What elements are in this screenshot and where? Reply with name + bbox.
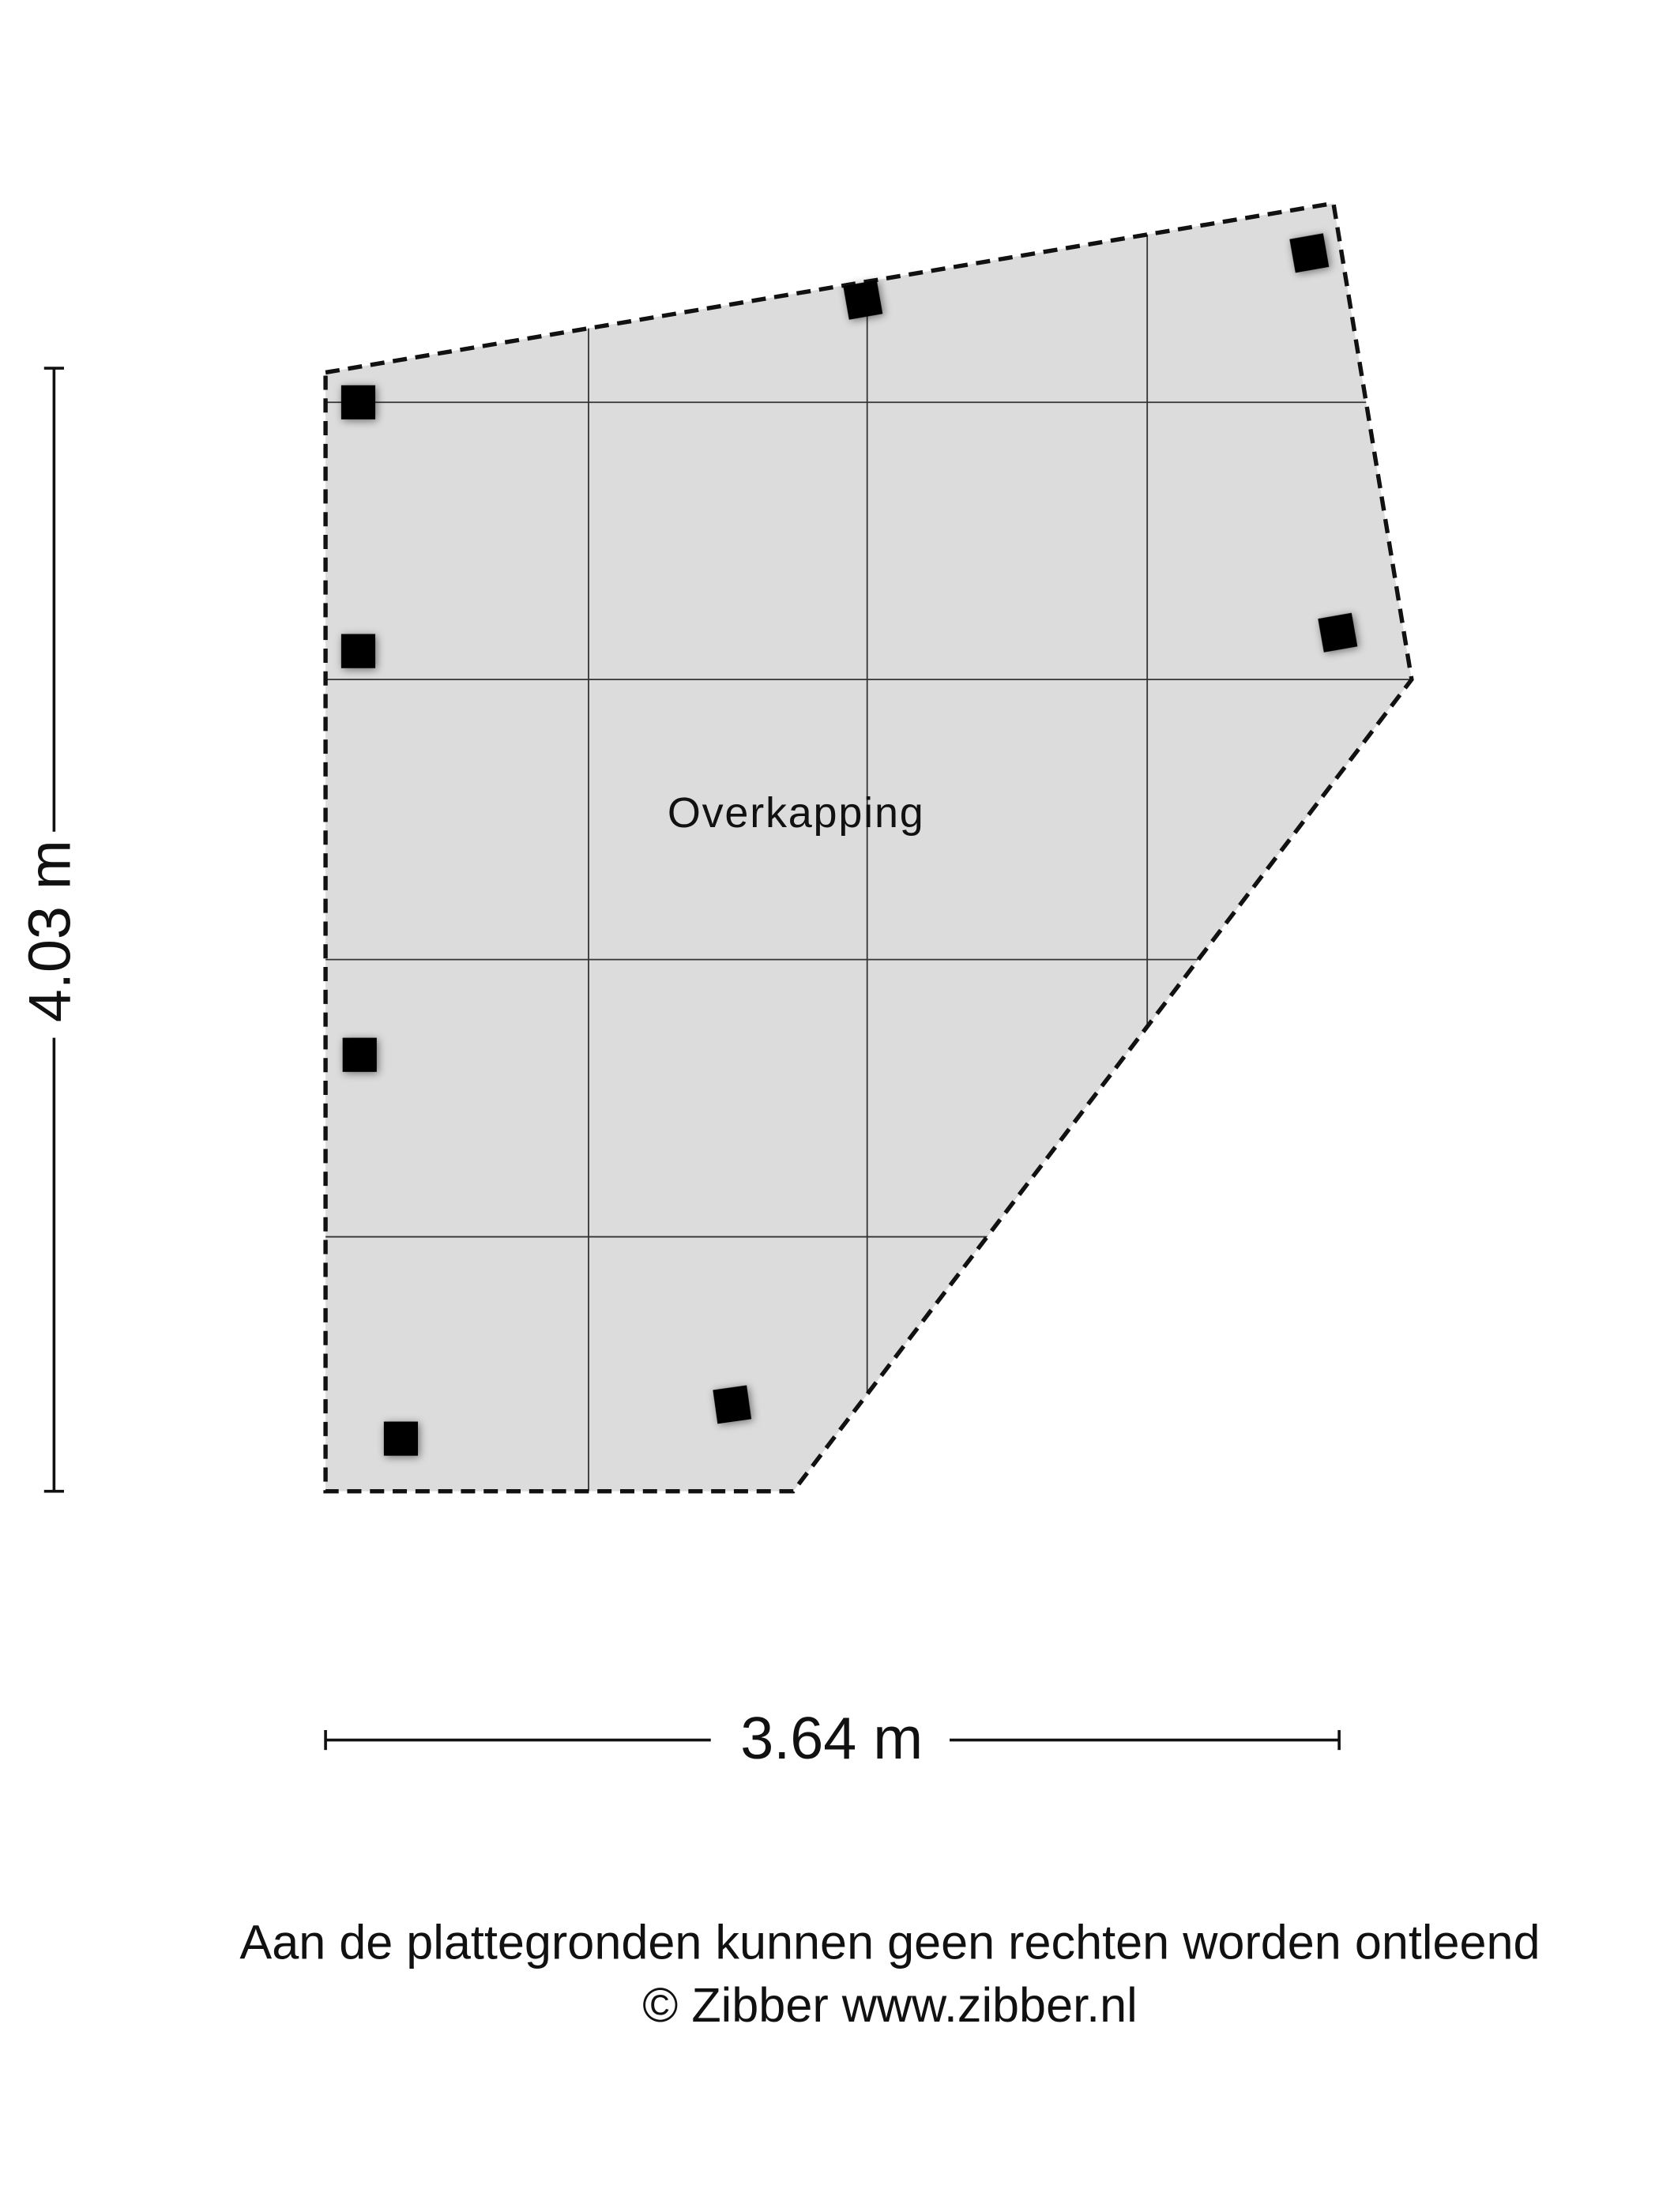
height-label: 4.03 m [17, 840, 83, 1022]
post [713, 1385, 752, 1424]
room-outline [323, 201, 1414, 1494]
post [342, 1037, 377, 1072]
post [1289, 233, 1330, 273]
post [340, 385, 376, 419]
copyright: © Zibber www.zibber.nl [642, 1978, 1137, 2032]
width-label: 3.64 m [740, 1706, 923, 1772]
post [1318, 612, 1358, 653]
post [340, 634, 376, 668]
room-label: Overkapping [668, 789, 925, 837]
room-area [325, 203, 1412, 1492]
tile-grid [325, 203, 1412, 1492]
posts [340, 233, 1358, 1456]
width-dimension: 3.64 m [324, 1706, 1341, 1772]
post [843, 280, 883, 320]
post [383, 1421, 419, 1456]
disclaimer: Aan de plattegronden kunnen geen rechten… [239, 1916, 1540, 1969]
height-dimension: 4.03 m [17, 367, 83, 1493]
